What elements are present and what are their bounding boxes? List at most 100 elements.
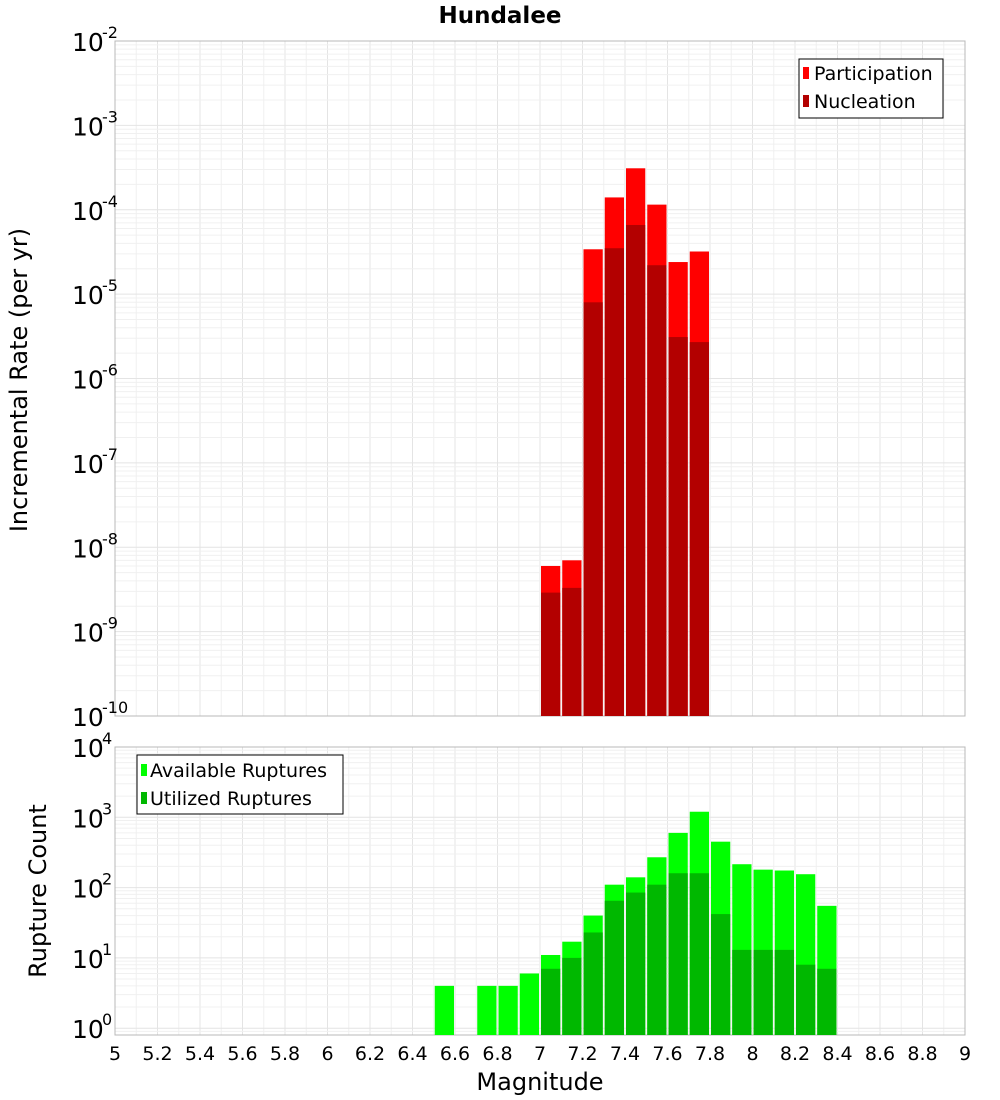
x-tick-label: 5.4: [185, 1043, 215, 1065]
bottom-plot-area: [114, 746, 966, 1036]
y-tick-exponent: -8: [102, 529, 118, 548]
bottom-utilized-ruptures-bar: [774, 949, 794, 1035]
bottom-utilized-ruptures-bar: [604, 900, 624, 1035]
x-tick-label: 7.6: [652, 1043, 682, 1065]
x-tick-label: 5.8: [270, 1043, 300, 1065]
x-axis-ticks: 5 5.2 5.4 5.6 5.8 6 6.2 6.4 6.6 6.8 7 7.2 7.4 7.6 7.8 8…: [109, 1043, 971, 1065]
y-tick-exponent: -5: [102, 276, 118, 295]
bottom-utilized-ruptures-bar: [626, 892, 646, 1035]
top-nucleation-bar: [604, 248, 624, 717]
x-axis-label: Magnitude: [476, 1068, 603, 1096]
y-tick-exponent: -7: [102, 445, 118, 464]
legend-swatch-utilized: [141, 792, 147, 804]
top-nucleation-bar: [541, 592, 561, 716]
y-tick-label: 100: [72, 1010, 112, 1044]
x-tick-label: 7.4: [610, 1043, 640, 1065]
y-tick-exponent: -9: [102, 614, 118, 633]
y-tick-base: 10: [72, 28, 104, 57]
y-tick-label: 10-5: [72, 276, 118, 310]
y-tick-exponent: -2: [102, 23, 118, 42]
y-tick-exponent: -10: [102, 698, 128, 717]
top-nucleation-bar: [668, 337, 688, 716]
bottom-utilized-ruptures-bar: [562, 957, 582, 1035]
legend-swatch-participation: [803, 67, 809, 79]
x-tick-label: 5.6: [227, 1043, 257, 1065]
x-tick-label: 8: [746, 1043, 758, 1065]
legend-label-participation: Participation: [814, 63, 933, 85]
bottom-utilized-ruptures-bar: [689, 873, 709, 1035]
y-tick-label: 10-10: [72, 698, 128, 732]
x-tick-label: 9: [959, 1043, 971, 1065]
y-tick-label: 102: [72, 870, 112, 904]
top-legend-box: [798, 58, 944, 119]
legend-label-nucleation: Nucleation: [814, 91, 916, 113]
top-y-axis-ticks: 10-210-310-410-510-610-710-810-910-10: [72, 23, 128, 732]
x-tick-label: 7.8: [695, 1043, 725, 1065]
x-tick-label: 8.8: [907, 1043, 937, 1065]
x-tick-label: 6.8: [482, 1043, 512, 1065]
bottom-utilized-ruptures-bar: [583, 932, 603, 1035]
y-tick-base: 10: [72, 734, 104, 763]
bottom-available-ruptures-bar: [477, 985, 497, 1035]
x-tick-label: 6.4: [397, 1043, 427, 1065]
x-tick-label: 7.2: [567, 1043, 597, 1065]
bottom-utilized-ruptures-bar: [541, 968, 561, 1035]
y-tick-label: 103: [72, 799, 112, 833]
x-tick-label: 6.6: [440, 1043, 470, 1065]
x-tick-label: 8.2: [780, 1043, 810, 1065]
legend-swatch-available: [141, 764, 147, 776]
top-legend: Participation Nucleation: [798, 58, 944, 119]
bottom-available-ruptures-bar: [434, 985, 454, 1035]
x-tick-label: 6: [321, 1043, 333, 1065]
y-tick-base: 10: [72, 1015, 104, 1044]
bottom-utilized-ruptures-bar: [732, 949, 752, 1035]
chart-title: Hundalee: [438, 3, 561, 29]
y-tick-base: 10: [72, 197, 104, 226]
x-tick-label: 5: [109, 1043, 121, 1065]
bottom-utilized-ruptures-bar: [668, 873, 688, 1035]
y-tick-base: 10: [72, 534, 104, 563]
y-tick-exponent: -6: [102, 361, 118, 380]
top-nucleation-bar: [626, 224, 646, 716]
y-tick-exponent: 0: [102, 1010, 112, 1029]
bottom-utilized-ruptures-bar: [796, 964, 816, 1035]
y-tick-base: 10: [72, 366, 104, 395]
y-tick-base: 10: [72, 945, 104, 974]
y-tick-exponent: 3: [102, 799, 112, 818]
bottom-legend-box: [136, 754, 344, 815]
x-tick-label: 5.2: [142, 1043, 172, 1065]
bottom-utilized-ruptures-bar: [817, 968, 837, 1035]
top-plot-area: [114, 40, 966, 717]
y-tick-label: 10-4: [72, 192, 118, 226]
top-nucleation-bar: [562, 587, 582, 716]
bottom-utilized-ruptures-bar: [711, 914, 731, 1035]
y-tick-base: 10: [72, 619, 104, 648]
bottom-utilized-ruptures-bar: [647, 884, 667, 1035]
y-tick-base: 10: [72, 450, 104, 479]
top-nucleation-bar: [689, 342, 709, 716]
top-nucleation-bar: [647, 265, 667, 716]
bottom-available-ruptures-bar: [519, 973, 539, 1035]
bottom-bars: [434, 811, 837, 1035]
bottom-legend: Available Ruptures Utilized Ruptures: [136, 754, 344, 815]
x-tick-label: 6.2: [355, 1043, 385, 1065]
legend-label-utilized: Utilized Ruptures: [150, 788, 312, 810]
x-tick-label: 8.4: [822, 1043, 852, 1065]
y-tick-base: 10: [72, 281, 104, 310]
y-tick-label: 10-3: [72, 107, 118, 141]
bottom-available-ruptures-bar: [498, 985, 518, 1035]
y-tick-exponent: 4: [102, 729, 112, 748]
y-tick-base: 10: [72, 875, 104, 904]
y-tick-label: 10-7: [72, 445, 118, 479]
y-tick-label: 10-9: [72, 614, 118, 648]
y-tick-base: 10: [72, 112, 104, 141]
y-tick-label: 10-6: [72, 361, 118, 395]
top-y-axis-label: Incremental Rate (per yr): [5, 228, 33, 532]
y-tick-label: 10-2: [72, 23, 118, 57]
y-tick-base: 10: [72, 804, 104, 833]
bottom-utilized-ruptures-bar: [753, 949, 773, 1035]
y-tick-exponent: 2: [102, 870, 112, 889]
y-tick-label: 10-8: [72, 529, 118, 563]
